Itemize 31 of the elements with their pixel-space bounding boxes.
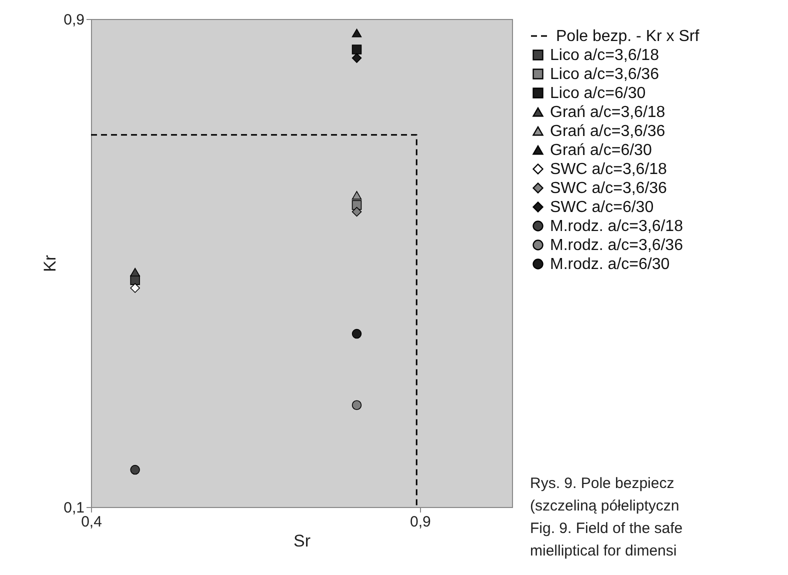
x-axis-title: Sr <box>294 532 311 550</box>
legend-label: SWC a/c=3,6/18 <box>550 161 668 178</box>
point <box>352 53 362 63</box>
point <box>352 206 362 217</box>
y-tick-label: 0,1 <box>64 500 84 516</box>
point <box>130 283 140 293</box>
legend-label: M.rodz. a/c=6/30 <box>550 256 670 273</box>
text: mielliptical for dimensi <box>530 542 677 560</box>
x-tick-label: 0,4 <box>81 514 102 530</box>
point <box>130 268 140 276</box>
legend-label: SWC a/c=6/30 <box>550 199 654 216</box>
legend-label: Lico a/c=3,6/18 <box>550 47 660 64</box>
legend-label: SWC a/c=3,6/36 <box>550 180 668 197</box>
legend-label: M.rodz. a/c=3,6/18 <box>550 218 684 235</box>
legend-label: M.rodz. a/c=3,6/36 <box>550 237 684 254</box>
legend-label: Pole bezp. - Kr x Srf <box>556 28 700 45</box>
text: Rys. 9. Pole bezpiecz <box>530 475 674 492</box>
point <box>352 328 362 339</box>
point <box>130 464 140 475</box>
legend-label: Lico a/c=6/30 <box>550 85 646 102</box>
legend-label: Grań a/c=3,6/18 <box>550 104 666 121</box>
legend-label: Grań a/c=3,6/36 <box>550 123 666 140</box>
point <box>352 44 362 54</box>
point <box>352 191 362 200</box>
y-axis-title: Kr <box>40 254 60 272</box>
caption: Fig. 9. Field of the safe <box>530 520 683 537</box>
text: (szczeliną półeliptyczn <box>530 498 680 514</box>
point <box>352 28 362 38</box>
legend-label: Lico a/c=3,6/36 <box>550 66 660 83</box>
legend-label: Grań a/c=6/30 <box>550 142 652 159</box>
point <box>352 400 362 410</box>
